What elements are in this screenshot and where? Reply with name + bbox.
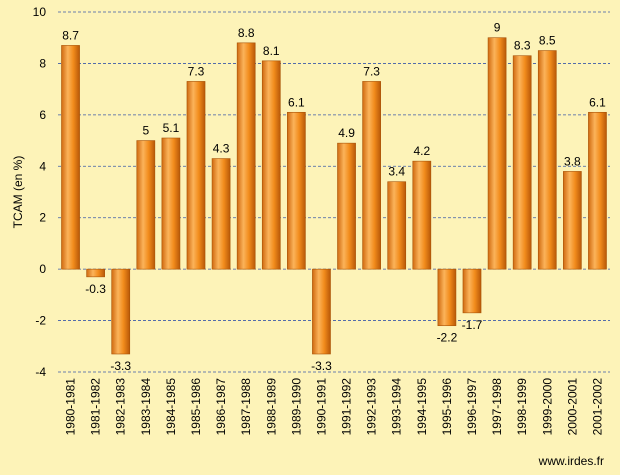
- y-tick-label: 8: [39, 56, 46, 70]
- x-tick-label: 1998-1999: [515, 378, 529, 436]
- bar-2000-2001: [563, 171, 582, 270]
- x-tick-label: 1992-1993: [365, 378, 379, 436]
- y-tick-label: 4: [39, 159, 46, 173]
- data-label: 8.5: [539, 34, 556, 48]
- bar-1982-1983: [111, 268, 131, 355]
- data-label: 4.9: [338, 126, 355, 140]
- x-tick-label: 1993-1994: [390, 378, 404, 436]
- y-tick-label: 2: [39, 211, 46, 225]
- data-label: 8.1: [263, 44, 280, 58]
- bar-1994-1995: [412, 160, 432, 270]
- bar-1999-2000: [537, 50, 557, 270]
- y-tick-label: 0: [39, 262, 46, 276]
- x-tick-label: 1995-1996: [440, 378, 454, 436]
- x-tick-label: 1983-1984: [139, 378, 153, 436]
- data-label: 5: [142, 124, 149, 138]
- bar-2001-2002: [588, 111, 607, 270]
- bar-1995-1996: [437, 268, 457, 327]
- x-tick-label: 2000-2001: [565, 378, 579, 436]
- data-label: 8.3: [514, 39, 531, 53]
- data-label: 7.3: [363, 64, 380, 78]
- x-tick-label: 1986-1987: [214, 378, 228, 436]
- source-watermark: www.irdes.fr: [538, 454, 604, 468]
- data-label: 8.8: [238, 26, 255, 40]
- data-label: 6.1: [589, 95, 606, 109]
- y-tick-label: -4: [35, 365, 46, 379]
- x-tick-label: 1984-1985: [164, 378, 178, 436]
- x-tick-label: 1999-2000: [540, 378, 554, 436]
- x-tick-label: 1994-1995: [415, 378, 429, 436]
- bar-1998-1999: [512, 55, 532, 270]
- bar-1990-1991: [312, 268, 331, 355]
- bar-1991-1992: [337, 142, 356, 270]
- y-axis-ticks: -4 -2 0 2 4 6 8 10: [33, 5, 47, 379]
- y-tick-label: -2: [35, 314, 46, 328]
- y-tick-label: 6: [39, 108, 46, 122]
- x-tick-label: 1989-1990: [289, 378, 303, 436]
- bars: [61, 37, 607, 355]
- data-label: 4.2: [413, 144, 430, 158]
- x-tick-label: 2001-2002: [590, 378, 604, 436]
- bar-1989-1990: [287, 111, 306, 270]
- data-label: 3.8: [564, 154, 581, 168]
- bar-1993-1994: [387, 181, 407, 270]
- x-tick-label: 1988-1989: [264, 378, 278, 436]
- data-label: 9: [494, 21, 501, 35]
- data-label: 8.7: [62, 28, 79, 42]
- bar-1980-1981: [61, 45, 80, 270]
- bar-1983-1984: [136, 140, 156, 270]
- data-label: 4.3: [213, 142, 230, 156]
- x-tick-label: 1985-1986: [189, 378, 203, 436]
- data-label: 3.4: [388, 165, 405, 179]
- bar-1997-1998: [487, 37, 507, 270]
- data-label: -1.7: [462, 318, 483, 332]
- x-tick-label: 1997-1998: [490, 378, 504, 436]
- bar-1992-1993: [362, 81, 381, 270]
- data-label: -3.3: [110, 359, 131, 373]
- data-label: -3.3: [311, 359, 332, 373]
- x-tick-label: 1991-1992: [340, 378, 354, 436]
- bar-1984-1985: [161, 137, 181, 270]
- x-tick-label: 1987-1988: [239, 378, 253, 436]
- bar-1996-1997: [462, 268, 482, 314]
- bar-1986-1987: [211, 158, 231, 270]
- x-tick-label: 1982-1983: [114, 378, 128, 436]
- y-axis-label: TCAM (en %): [11, 156, 25, 229]
- x-tick-label: 1981-1982: [89, 378, 103, 436]
- data-label: -2.2: [437, 331, 458, 345]
- x-tick-label: 1980-1981: [64, 378, 78, 436]
- data-label: 6.1: [288, 95, 305, 109]
- bar-1985-1986: [186, 81, 206, 270]
- data-label: -0.3: [85, 282, 106, 296]
- y-tick-label: 10: [33, 5, 47, 19]
- data-labels: 8.7 -0.3 -3.3 5 5.1 7.3 4.3 8.8 8.1 6.1 -3.3 4.9 7.3…: [62, 21, 606, 373]
- x-tick-label: 1996-1997: [465, 378, 479, 436]
- x-axis-ticks: 1980-1981 1981-1982 1982-1983 1983-1984 1984…: [64, 378, 605, 436]
- bar-1988-1989: [261, 60, 281, 270]
- data-label: 5.1: [163, 121, 180, 135]
- x-tick-label: 1990-1991: [314, 378, 328, 436]
- bar-1981-1982: [86, 268, 105, 278]
- bar-1987-1988: [236, 42, 256, 270]
- data-label: 7.3: [188, 64, 205, 78]
